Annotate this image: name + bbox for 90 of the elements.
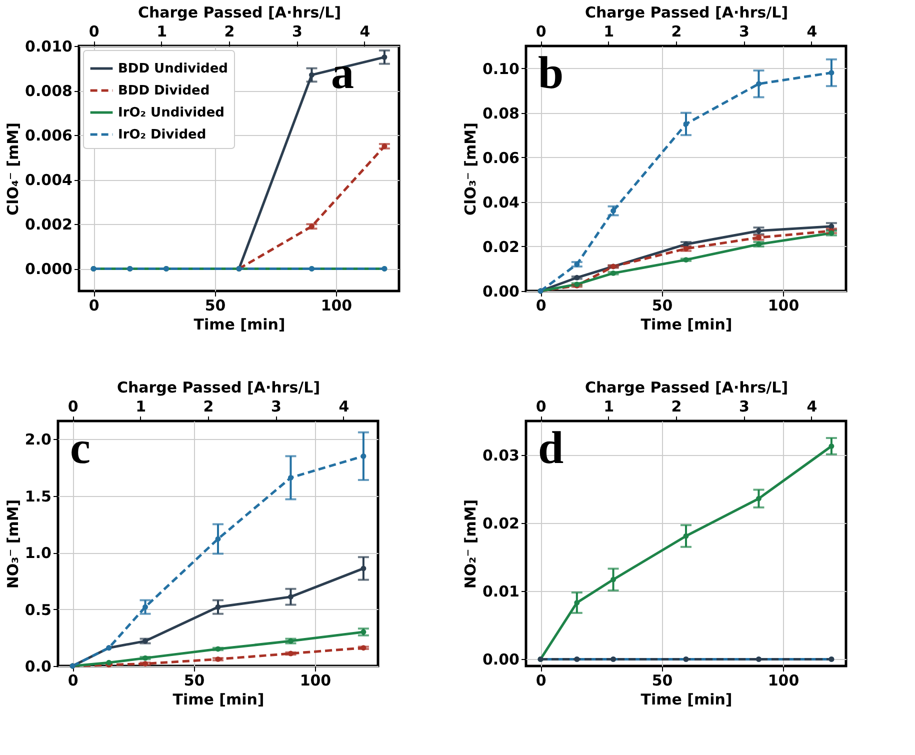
x-tick-label: 100 [320,296,352,314]
point [382,54,388,60]
y-tick-label: 0.002 [25,216,72,234]
point [360,566,366,572]
x-axis-title: Time [min] [640,690,732,708]
x2-tick-label: 3 [271,398,282,416]
x2-tick-label: 0 [536,22,546,40]
x-tick-label: 0 [536,296,546,314]
y-tick-label: 0.03 [482,446,520,465]
x2-tick-label: 2 [671,398,682,416]
y-tick-label: 0.10 [482,60,520,78]
legend-label: BDD Divided [118,84,210,98]
x2-tick-label: 3 [739,22,750,40]
annotation: c [70,422,90,473]
point [215,536,221,542]
x-tick-label: 50 [652,296,673,314]
x2-tick-label: 0 [536,398,546,416]
point [828,443,834,449]
x-axis-title: Time [min] [640,316,732,334]
y-tick-label: 0.004 [25,171,72,190]
y-tick-label: 1.0 [24,544,52,562]
x2-axis-title: Charge Passed [A·hrs/L] [584,378,788,396]
x2-tick-label: 1 [604,22,614,40]
x-tick-label: 50 [204,296,226,314]
x2-tick-label: 1 [604,398,614,416]
x2-tick-label: 2 [224,22,235,40]
y-tick-label: 0.006 [25,126,72,145]
point [142,604,148,610]
point [574,600,580,606]
x2-tick-label: 0 [88,22,100,40]
point [288,594,294,600]
y-tick-label: 0.08 [482,104,520,122]
x2-tick-label: 4 [806,398,818,416]
x-tick-label: 100 [300,672,332,690]
y-axis-title: ClO₄⁻ [mM] [4,122,22,216]
x2-tick-label: 4 [360,22,370,40]
x-tick-label: 0 [88,296,100,314]
x-tick-label: 100 [768,296,800,314]
point [683,533,689,539]
x-tick-label: 100 [768,672,800,690]
x2-tick-label: 2 [671,22,682,40]
y-axis-title: NO₂⁻ [mM] [461,499,480,589]
x2-axis-title: Charge Passed [A·hrs/L] [138,4,342,22]
y-tick-label: 0.008 [25,82,72,100]
x2-tick-label: 2 [203,398,214,416]
x2-tick-label: 1 [156,22,168,40]
point [610,576,616,582]
y-axis-title: ClO₃⁻ [mM] [461,122,480,216]
point [288,474,294,480]
x2-tick-label: 1 [136,398,146,416]
y-tick-label: 1.5 [24,487,52,506]
x-tick-label: 50 [652,672,673,690]
point [756,496,762,502]
y-tick-label: 0.04 [482,193,520,212]
legend-label: BDD Undivided [118,62,228,76]
point [756,81,762,87]
x2-tick-label: 4 [338,398,350,416]
x-tick-label: 0 [68,672,78,690]
x2-tick-label: 3 [739,398,750,416]
y-tick-label: 0.01 [482,582,520,601]
point [215,604,221,610]
y-tick-label: 0.000 [25,260,72,278]
y-tick-label: 0.5 [24,600,52,619]
legend-label: IrO₂ Undivided [118,106,224,120]
x2-axis-title: Charge Passed [A·hrs/L] [584,4,788,22]
point [308,72,314,78]
x2-tick-label: 4 [806,22,818,40]
y-tick-label: 2.0 [24,430,52,449]
x2-tick-label: 0 [68,398,78,416]
x2-tick-label: 3 [292,22,302,40]
y-tick-label: 0.00 [482,282,520,300]
point [683,121,689,127]
y-tick-label: 0.010 [25,38,72,56]
y-tick-label: 0.06 [482,148,520,167]
point [360,453,366,459]
annotation: d [538,422,564,473]
x2-axis-title: Charge Passed [A·hrs/L] [116,378,320,396]
x-tick-label: 50 [184,672,205,690]
x-tick-label: 0 [536,672,546,690]
y-tick-label: 0.00 [482,650,520,669]
y-tick-label: 0.02 [482,514,520,533]
point [106,660,112,666]
y-tick-label: 0.0 [24,658,52,676]
y-tick-label: 0.02 [482,238,520,256]
y-axis-title: NO₃⁻ [mM] [4,499,22,589]
legend-label: IrO₂ Divided [118,128,206,142]
x-axis-title: Time [min] [194,316,286,334]
annotation: b [538,47,564,98]
x-axis-title: Time [min] [172,690,264,708]
point [828,70,834,76]
